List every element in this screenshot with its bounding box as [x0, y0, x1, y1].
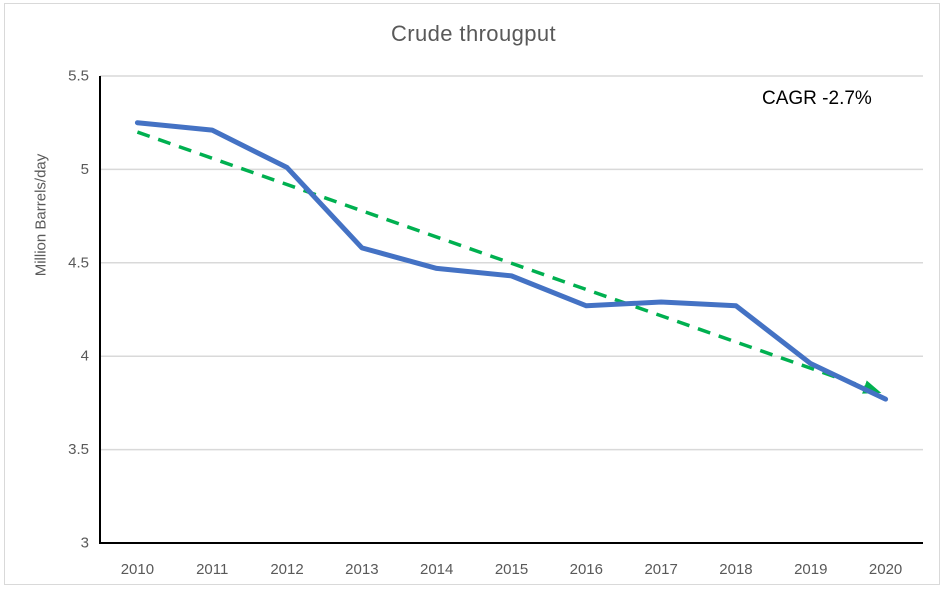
x-tick-label: 2020: [869, 561, 902, 578]
chart-frame: [4, 3, 940, 585]
x-tick-label: 2015: [495, 561, 528, 578]
y-tick-label: 3.5: [68, 441, 89, 458]
y-tick-labels: 5.5 5 4.5 4 3.5 3: [68, 68, 89, 552]
cagr-annotation: CAGR -2.7%: [762, 88, 872, 109]
x-tick-label: 2018: [719, 561, 752, 578]
y-tick-label: 3: [81, 535, 89, 552]
x-tick-label: 2013: [345, 561, 378, 578]
axes: [99, 76, 923, 544]
y-tick-label: 5.5: [68, 68, 89, 85]
gridlines: [100, 75, 923, 544]
chart-title: Crude througput: [391, 21, 556, 46]
x-tick-label: 2010: [121, 561, 154, 578]
trendline: [136, 130, 882, 394]
y-tick-label: 5: [81, 161, 89, 178]
x-tick-label: 2012: [270, 561, 303, 578]
x-tick-label: 2017: [644, 561, 677, 578]
y-tick-label: 4: [81, 348, 89, 365]
x-tick-labels: 2010 2011 2012 2013 2014 2015 2016 2017 2018 2019…: [121, 561, 903, 578]
x-tick-label: 2019: [794, 561, 827, 578]
series-lines: [134, 120, 889, 402]
x-tick-label: 2011: [196, 561, 228, 578]
y-tick-label: 4.5: [68, 254, 89, 271]
x-tick-label: 2014: [420, 561, 453, 578]
data-series-line: [134, 120, 889, 402]
x-tick-label: 2016: [570, 561, 603, 578]
